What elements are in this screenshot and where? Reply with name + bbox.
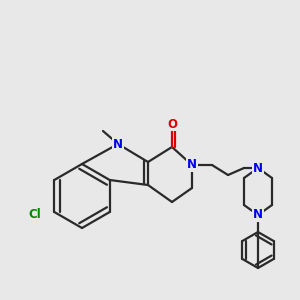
Text: N: N <box>253 161 263 175</box>
Text: Cl: Cl <box>28 208 41 221</box>
Text: N: N <box>187 158 197 172</box>
Text: O: O <box>167 118 177 130</box>
Text: N: N <box>113 137 123 151</box>
Text: N: N <box>253 208 263 221</box>
